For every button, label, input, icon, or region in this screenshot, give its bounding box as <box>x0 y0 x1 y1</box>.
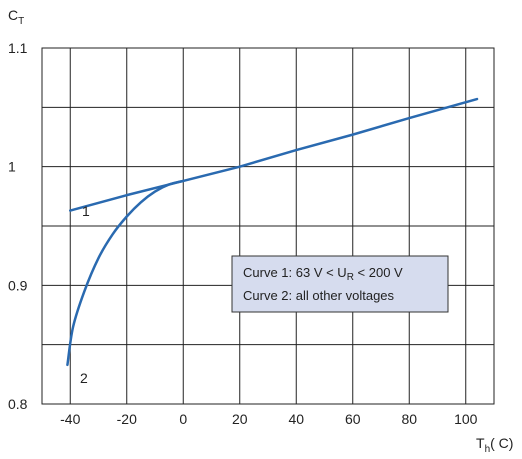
legend: Curve 1: 63 V < UR < 200 V Curve 2: all … <box>231 255 449 313</box>
x-tick-label: 40 <box>288 411 304 427</box>
x-tick-label: 80 <box>401 411 417 427</box>
x-tick-label: 0 <box>179 411 187 427</box>
series-line-1 <box>69 97 479 212</box>
x-tick-label: -20 <box>117 411 137 427</box>
y-tick-labels: 0.8 0.9 1 1.1 <box>8 40 28 412</box>
y-tick-label: 0.9 <box>8 277 28 293</box>
y-axis-label: CT <box>8 7 24 27</box>
curve-2-label: 2 <box>80 370 88 386</box>
x-tick-label: -40 <box>60 411 80 427</box>
x-tick-label: 20 <box>232 411 248 427</box>
series-group <box>66 97 479 367</box>
legend-line-1: Curve 1: 63 V < UR < 200 V <box>243 265 403 283</box>
x-tick-labels: -40 -20 0 20 40 60 80 100 <box>60 411 478 427</box>
y-tick-label: 1 <box>8 159 16 175</box>
y-tick-label: 1.1 <box>8 40 28 56</box>
curve-1-label: 1 <box>82 203 90 219</box>
series-line-2 <box>66 179 185 367</box>
y-tick-label: 0.8 <box>8 396 28 412</box>
plot-frame <box>41 47 495 405</box>
grid <box>41 47 495 405</box>
x-tick-label: 100 <box>454 411 478 427</box>
x-tick-label: 60 <box>345 411 361 427</box>
legend-line-2: Curve 2: all other voltages <box>243 288 395 303</box>
legend-box <box>231 255 449 313</box>
x-axis-label: Th( C) <box>476 435 513 455</box>
